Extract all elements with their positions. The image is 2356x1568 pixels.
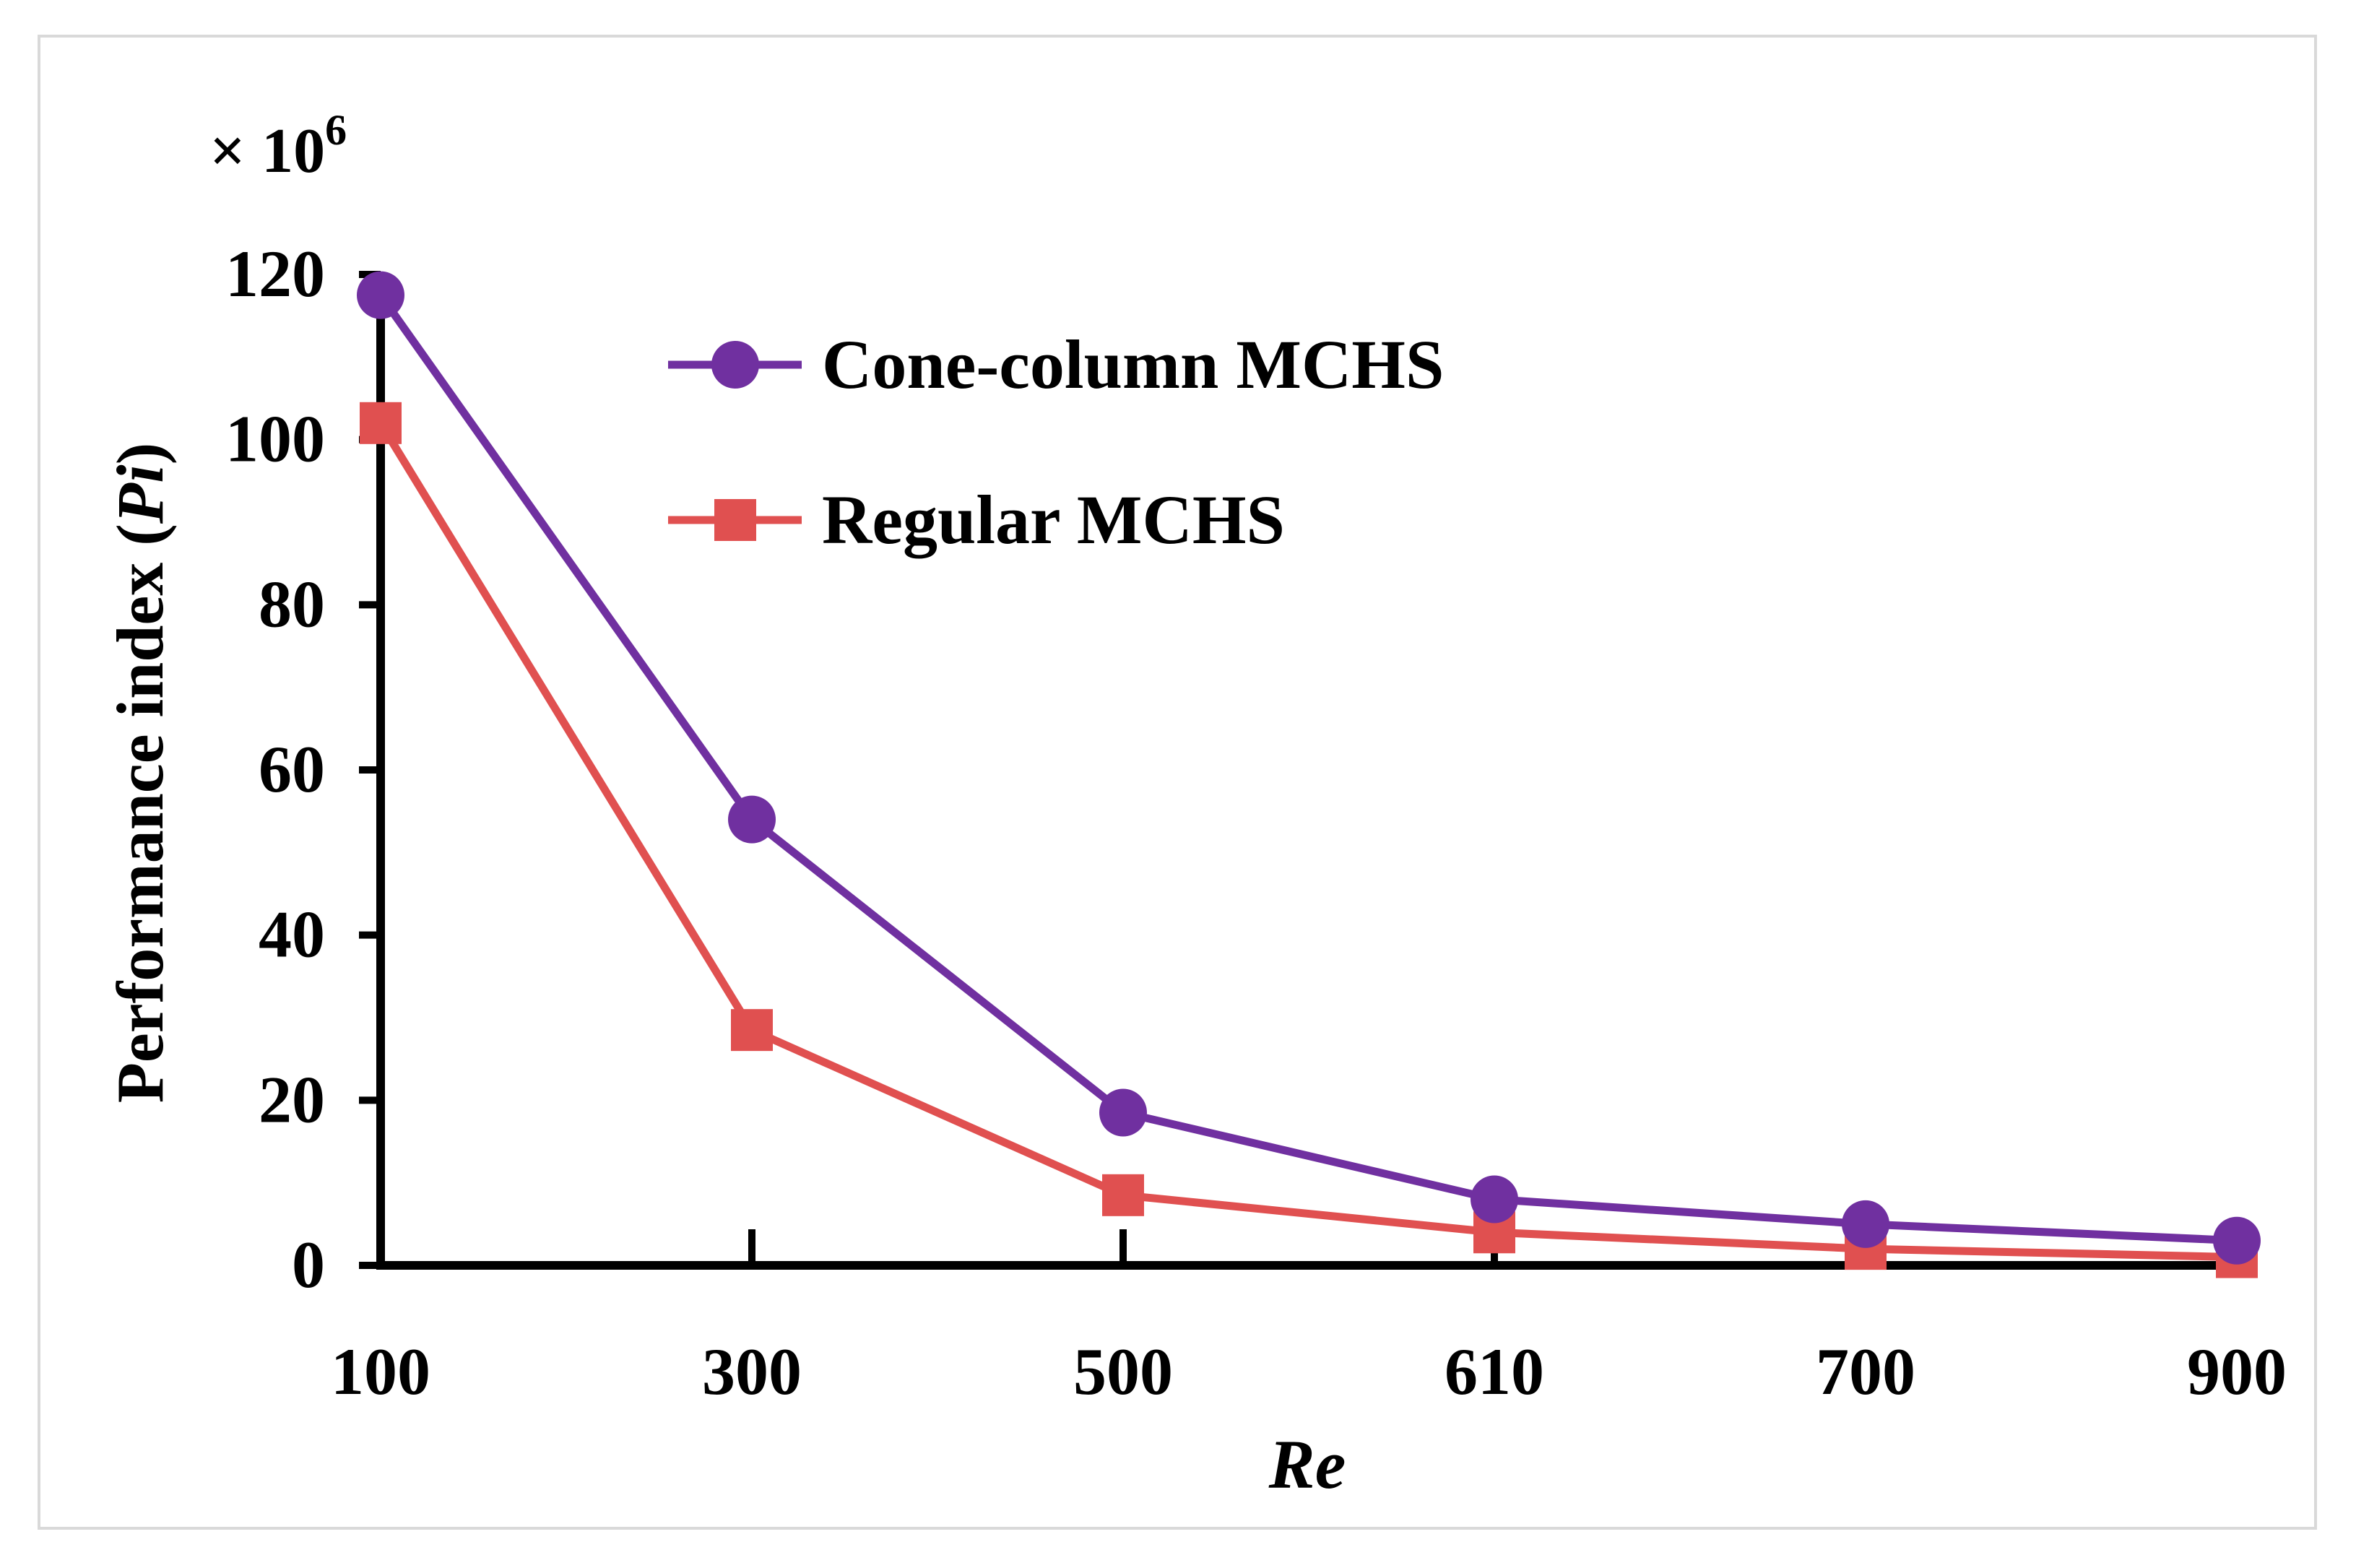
data-point: [357, 271, 404, 319]
x-tick-label: 100: [331, 1335, 430, 1408]
x-tick-labels: 100 300 500 610 700 900: [331, 1335, 2287, 1408]
series-layer: [357, 271, 2261, 1278]
data-point: [731, 1009, 773, 1052]
axes: [359, 271, 2244, 1270]
legend-entry: Regular MCHS: [668, 481, 1285, 558]
x-tick-label: 500: [1073, 1335, 1173, 1408]
x-tick-label: 610: [1445, 1335, 1544, 1408]
x-tick-label: 700: [1816, 1335, 1915, 1408]
data-point: [360, 402, 402, 444]
legend: Cone-column MCHS Regular MCHS: [668, 326, 1444, 558]
y-axis-label: Performance index (Pi): [103, 443, 177, 1104]
legend-marker: [714, 499, 756, 541]
legend-entry: Cone-column MCHS: [668, 326, 1444, 403]
y-tick-label: 120: [225, 237, 325, 311]
y-tick-label: 20: [259, 1062, 325, 1136]
y-multiplier: × 106: [209, 106, 347, 186]
y-tick-label: 100: [225, 402, 325, 476]
data-point: [1471, 1175, 1518, 1223]
y-tick-label: 0: [292, 1228, 325, 1301]
data-point: [728, 795, 776, 844]
figure-frame: [38, 35, 2317, 1530]
data-point: [2213, 1216, 2261, 1265]
legend-label: Cone-column MCHS: [822, 326, 1444, 403]
series-line: [377, 420, 2238, 1262]
x-tick-label: 300: [702, 1335, 802, 1408]
data-point: [1099, 1088, 1147, 1137]
x-tick-label: 900: [2187, 1335, 2287, 1408]
y-tick-label: 40: [259, 898, 325, 971]
series-line: [377, 293, 2238, 1245]
series-regular-mchs: [360, 402, 2258, 1278]
y-tick-labels: 0 20 40 60 80 100 120: [225, 237, 325, 1301]
y-tick-label: 80: [259, 567, 325, 641]
series-cone-column-mchs: [357, 271, 2261, 1265]
y-tick-label: 60: [259, 732, 325, 806]
data-point: [1842, 1200, 1889, 1248]
legend-marker: [711, 341, 759, 389]
x-axis-label: Re: [1268, 1426, 1346, 1503]
data-point: [1102, 1174, 1144, 1216]
legend-label: Regular MCHS: [822, 481, 1285, 558]
